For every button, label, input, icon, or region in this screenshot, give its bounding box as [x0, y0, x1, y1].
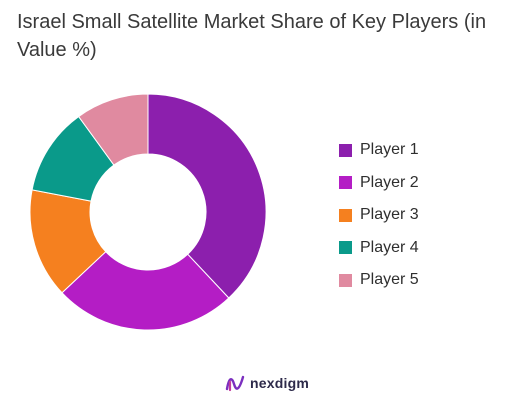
legend-item-player-4[interactable]: Player 4 [339, 232, 419, 265]
legend-item-player-1[interactable]: Player 1 [339, 134, 419, 167]
legend-label: Player 4 [360, 238, 419, 256]
legend-label: Player 1 [360, 141, 419, 159]
legend-item-player-2[interactable]: Player 2 [339, 167, 419, 200]
donut-slice-2[interactable] [61, 250, 230, 331]
legend-swatch [339, 176, 352, 190]
legend-swatch [339, 273, 352, 287]
brand-footer: nexdigm [225, 373, 309, 393]
donut-slice-1[interactable] [147, 93, 267, 299]
brand-name: nexdigm [250, 375, 309, 391]
legend-label: Player 2 [360, 173, 419, 191]
nexdigm-logo-icon [225, 375, 245, 392]
legend-swatch [339, 143, 352, 157]
legend-label: Player 5 [360, 271, 419, 289]
legend-swatch [339, 208, 352, 222]
legend-label: Player 3 [360, 206, 419, 224]
chart-title: Israel Small Satellite Market Share of K… [17, 11, 487, 61]
chart-legend: Player 1 Player 2 Player 3 Player 4 Play… [339, 134, 419, 297]
legend-item-player-5[interactable]: Player 5 [339, 264, 419, 297]
legend-item-player-3[interactable]: Player 3 [339, 199, 419, 232]
legend-swatch [339, 241, 352, 255]
donut-slice-5[interactable] [77, 93, 149, 166]
